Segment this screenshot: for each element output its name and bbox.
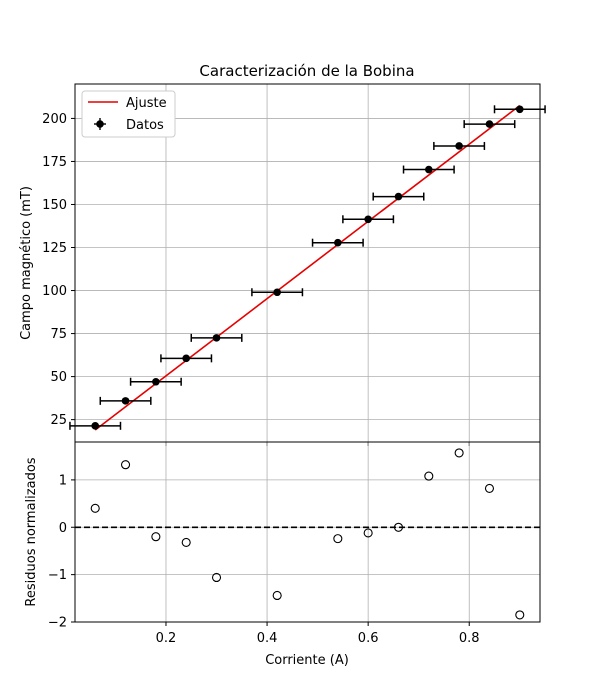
top-axes-frame (74, 83, 541, 443)
top-y-axis-label: Campo magnético (mT) (19, 186, 34, 340)
bottom-y-tick-label: 1 (59, 473, 67, 488)
bottom-x-tick: 0.6 (358, 622, 379, 646)
data-point (463, 120, 516, 129)
bottom-plot-area (75, 448, 540, 620)
top-y-tick: 25 (50, 413, 75, 428)
top-y-tick: 100 (42, 284, 75, 299)
residual-marker (151, 532, 161, 542)
residual-marker (393, 522, 404, 532)
bottom-x-tick: 0.4 (257, 622, 278, 646)
data-marker (364, 215, 372, 224)
data-marker (91, 422, 100, 430)
bottom-y-tick: 1 (59, 473, 75, 488)
top-y-tick-label: 125 (42, 241, 67, 256)
top-y-tick-label: 75 (50, 327, 67, 342)
bottom-y-tick-label: 0 (59, 521, 67, 536)
top-y-tick-label: 175 (42, 155, 67, 170)
residual-marker (454, 448, 464, 458)
top-y-tick: 175 (42, 155, 75, 170)
fit-line-ajuste (94, 104, 521, 431)
bottom-y-tick: −1 (48, 568, 75, 583)
data-marker (455, 142, 463, 150)
data-marker (121, 397, 130, 405)
top-y-tick: 150 (42, 198, 75, 213)
legend-label-datos: Datos (126, 118, 164, 133)
residual-marker (484, 483, 495, 493)
data-marker (394, 192, 403, 201)
data-point (190, 333, 243, 342)
data-marker (425, 165, 433, 174)
top-grid (75, 84, 540, 442)
data-point (311, 238, 364, 247)
residual-marker (90, 503, 100, 513)
data-marker (273, 288, 281, 297)
x-tick-label: 0.2 (156, 631, 177, 646)
residual-marker (515, 610, 525, 620)
data-point (342, 215, 395, 224)
data-point (99, 396, 152, 405)
x-tick-label: 0.4 (257, 631, 278, 646)
bottom-x-ticks: 0.2 0.4 0.6 0.8 (156, 622, 480, 646)
residual-marker (181, 537, 191, 547)
data-marker (515, 105, 524, 114)
top-x-ticks (165, 442, 470, 446)
top-y-tick-label: 25 (50, 413, 67, 428)
data-marker (152, 377, 160, 386)
bottom-y-tick: −2 (48, 616, 75, 631)
data-marker (212, 334, 221, 342)
bottom-x-tick: 0.8 (459, 622, 480, 646)
residual-marker (363, 528, 373, 538)
data-point (493, 105, 546, 114)
bottom-y-tick: 0 (59, 521, 75, 536)
data-point (160, 354, 213, 363)
data-point (251, 288, 304, 297)
legend-label-ajuste: Ajuste (126, 96, 167, 111)
data-marker (485, 120, 494, 128)
top-y-tick-label: 50 (50, 370, 67, 385)
data-marker (334, 238, 342, 247)
data-point (433, 141, 486, 150)
residual-marker (424, 471, 434, 481)
x-axis-label: Corriente (A) (265, 653, 349, 668)
residual-marker (333, 534, 343, 544)
data-point (69, 421, 122, 430)
top-y-tick-label: 200 (42, 112, 67, 127)
bottom-y-tick-label: −2 (48, 616, 67, 631)
top-plot-area (69, 104, 546, 431)
bottom-y-axis-label: Residuos normalizados (24, 457, 39, 606)
chart-title: Caracterización de la Bobina (199, 62, 414, 80)
residual-marker (272, 590, 282, 601)
x-tick-label: 0.8 (459, 631, 480, 646)
bottom-axes-frame (74, 441, 541, 623)
top-y-tick-label: 150 (42, 198, 67, 213)
x-tick-label: 0.6 (358, 631, 379, 646)
top-y-tick: 125 (42, 241, 75, 256)
bottom-x-tick: 0.2 (156, 622, 177, 646)
data-point (129, 377, 182, 386)
bottom-y-ticks: −2 −1 0 1 (48, 473, 75, 631)
top-y-tick: 200 (42, 112, 75, 127)
top-y-tick-label: 100 (42, 284, 67, 299)
top-y-tick: 75 (50, 327, 75, 342)
residual-marker (120, 460, 131, 470)
bottom-grid (75, 442, 540, 623)
legend-marker-datos (96, 120, 104, 128)
bottom-y-tick-label: −1 (48, 568, 67, 583)
data-point (402, 165, 455, 174)
data-marker (182, 354, 190, 363)
legend: Ajuste Datos (81, 90, 176, 138)
data-point (372, 192, 425, 201)
top-y-tick: 50 (50, 370, 75, 385)
residual-marker (211, 572, 222, 583)
top-y-ticks: 25 50 75 100 125 150 175 200 (42, 112, 75, 428)
